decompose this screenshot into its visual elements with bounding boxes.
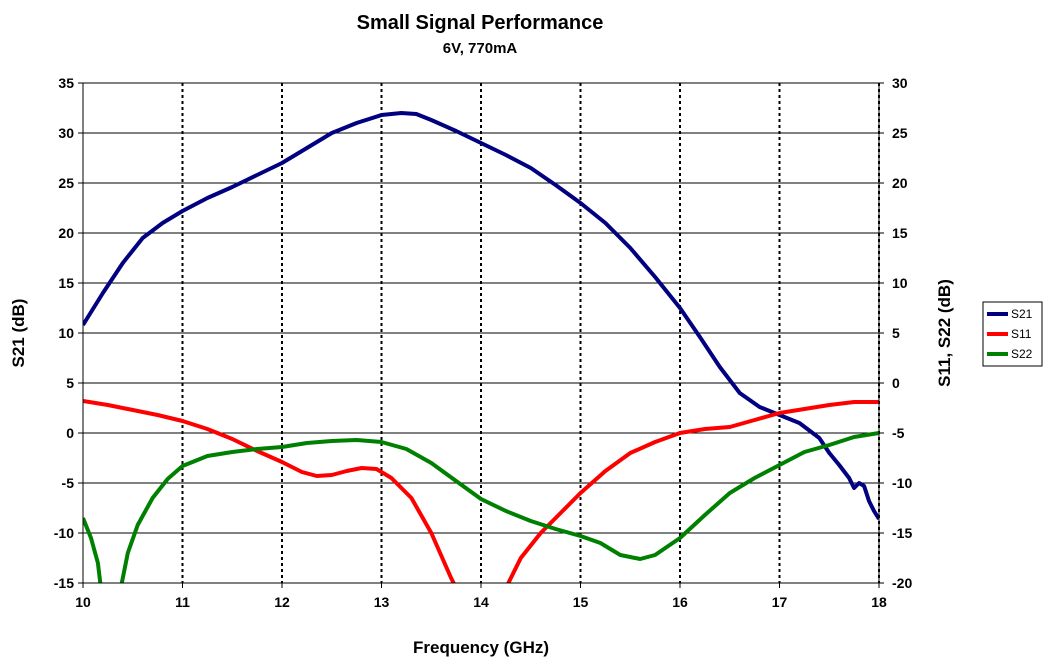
x-tick-label: 12 — [274, 594, 290, 610]
x-tick-label: 17 — [772, 594, 788, 610]
series-line-s21 — [83, 111, 879, 521]
y-left-tick-label: 5 — [66, 375, 74, 391]
y-left-tick-label: 30 — [58, 125, 74, 141]
series-line-s22 — [83, 517, 103, 583]
y-left-tick-label: 15 — [58, 275, 74, 291]
y-right-axis-ticks: -20 -15 -10 -5 0 5 10 15 20 25 30 — [879, 75, 912, 591]
y-left-tick-label: 10 — [58, 325, 74, 341]
y-left-tick-label: 20 — [58, 225, 74, 241]
x-axis-ticks: 10 11 12 13 14 15 16 17 18 — [75, 583, 887, 610]
y-right-tick-label: 0 — [892, 375, 900, 391]
chart-subtitle: 6V, 770mA — [443, 40, 518, 57]
x-tick-label: 11 — [175, 594, 190, 610]
y-left-axis-title: S21 (dB) — [9, 299, 28, 368]
y-right-tick-label: 30 — [892, 75, 908, 91]
y-right-tick-label: 25 — [892, 125, 908, 141]
y-left-tick-label: 25 — [58, 175, 74, 191]
y-left-axis-ticks: -15 -10 -5 0 5 10 15 20 25 30 35 — [54, 75, 83, 591]
x-tick-label: 18 — [871, 594, 887, 610]
chart-title: Small Signal Performance — [357, 12, 604, 34]
legend-label-s22: S22 — [1011, 347, 1033, 361]
series-line-s22 — [119, 431, 879, 583]
y-right-tick-label: -20 — [892, 575, 912, 591]
y-right-tick-label: 5 — [892, 325, 900, 341]
y-right-tick-label: -15 — [892, 525, 912, 541]
y-right-axis-title: S11, S22 (dB) — [935, 279, 954, 387]
y-left-tick-label: -10 — [54, 525, 74, 541]
y-left-tick-label: 0 — [66, 425, 74, 441]
x-axis-title: Frequency (GHz) — [413, 638, 549, 657]
y-right-tick-label: 15 — [892, 225, 908, 241]
x-tick-label: 10 — [75, 594, 91, 610]
series-line-s11 — [506, 400, 879, 583]
y-right-tick-label: 20 — [892, 175, 908, 191]
series-layer — [83, 111, 879, 583]
legend-label-s11: S11 — [1011, 327, 1032, 341]
legend: S21 S11 S22 — [982, 301, 1043, 367]
y-right-tick-label: -10 — [892, 475, 912, 491]
x-tick-label: 14 — [473, 594, 489, 610]
y-left-tick-label: -15 — [54, 575, 74, 591]
x-tick-label: 16 — [672, 594, 688, 610]
y-left-tick-label: 35 — [58, 75, 74, 91]
legend-label-s21: S21 — [1011, 307, 1033, 321]
x-tick-label: 15 — [573, 594, 589, 610]
y-right-tick-label: -5 — [892, 425, 905, 441]
y-right-tick-label: 10 — [892, 275, 908, 291]
y-left-tick-label: -5 — [62, 475, 75, 491]
x-tick-label: 13 — [374, 594, 390, 610]
series-line-s11 — [83, 399, 456, 583]
